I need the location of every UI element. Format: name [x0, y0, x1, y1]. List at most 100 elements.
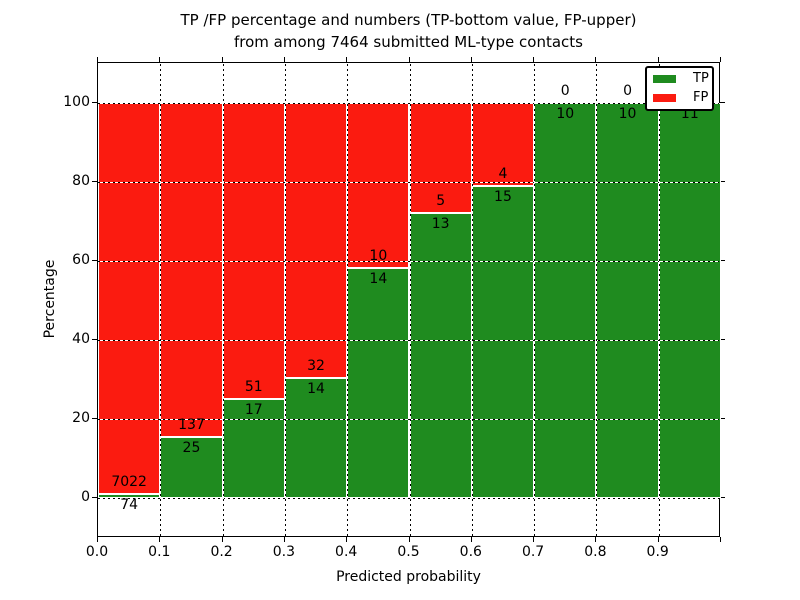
x-tick-label: 0.7 [521, 544, 545, 560]
legend-swatch-tp [653, 75, 676, 84]
fp-count-label: 5 [436, 192, 446, 209]
legend: TP FP [645, 66, 714, 111]
fp-bar-segment [160, 102, 223, 438]
x-tick [657, 537, 659, 542]
fp-count-label: 10 [369, 247, 388, 264]
fp-bar-segment [347, 102, 410, 268]
gridline-horizontal [98, 340, 719, 342]
y-tick [92, 180, 97, 182]
x-tick [533, 537, 535, 542]
gridline-horizontal [98, 102, 719, 104]
x-tick-top [346, 57, 348, 62]
fp-count-label: 4 [498, 165, 508, 182]
fp-count-label: 7022 [111, 474, 147, 491]
gridline-vertical [160, 63, 162, 536]
x-tick-top [657, 57, 659, 62]
gridline-horizontal [98, 260, 719, 262]
chart-title: TP /FP percentage and numbers (TP-bottom… [97, 9, 720, 53]
x-axis-label: Predicted probability [336, 569, 481, 585]
y-axis-label: Percentage [42, 259, 58, 339]
legend-label-tp: TP [693, 71, 709, 87]
chart-title-line1: TP /FP percentage and numbers (TP-bottom… [180, 11, 637, 29]
y-tick-label: 20 [72, 410, 90, 427]
tp-count-label: 14 [307, 380, 325, 397]
x-tick [159, 537, 161, 542]
y-tick-label: 40 [72, 331, 90, 348]
tp-bar-segment [98, 494, 161, 499]
legend-label-fp: FP [693, 89, 709, 105]
legend-swatch-fp [653, 93, 676, 102]
x-tick-label: 0.0 [85, 544, 109, 560]
x-tick [470, 537, 472, 542]
gridline-vertical [409, 63, 411, 536]
y-tick-right [720, 339, 725, 341]
y-tick-right [720, 180, 725, 182]
y-tick-label: 80 [72, 172, 90, 189]
y-tick-right [720, 259, 725, 261]
y-tick-right [720, 101, 725, 103]
x-tick-label: 0.2 [210, 544, 233, 560]
x-tick-top [408, 57, 410, 62]
tp-count-label: 25 [182, 440, 201, 457]
gridline-horizontal [98, 181, 719, 183]
gridline-vertical [347, 63, 349, 536]
x-tick-top [470, 57, 472, 62]
x-tick-top [221, 57, 223, 62]
y-tick [92, 339, 97, 341]
gridline-horizontal [98, 498, 719, 500]
x-tick [408, 537, 410, 542]
fp-bar-segment [409, 102, 472, 213]
y-tick-right [720, 418, 725, 420]
gridline-vertical [471, 63, 473, 536]
legend-row-tp: TP [653, 70, 709, 89]
x-tick [720, 537, 721, 542]
x-tick-label: 0.6 [459, 544, 482, 560]
x-tick-label: 0.8 [584, 544, 607, 560]
y-tick-right [720, 497, 725, 499]
x-tick-label: 0.5 [397, 544, 420, 560]
y-tick-label: 100 [63, 93, 90, 110]
x-tick-label: 0.3 [272, 544, 296, 560]
tp-bar-segment [596, 102, 659, 499]
x-tick-label: 0.4 [335, 544, 358, 560]
fp-count-label: 0 [560, 82, 570, 99]
y-tick-label: 60 [72, 251, 90, 268]
x-tick-top [97, 57, 98, 62]
tp-count-label: 15 [494, 188, 512, 205]
x-tick-top [533, 57, 535, 62]
legend-row-fp: FP [653, 89, 709, 108]
x-tick-top [720, 57, 721, 62]
x-tick-label: 0.1 [148, 544, 171, 560]
x-tick [97, 537, 98, 542]
tp-bar-segment [658, 102, 721, 499]
gridline-horizontal [98, 419, 719, 421]
tp-bar-segment [284, 377, 348, 499]
x-tick [595, 537, 597, 542]
fp-count-label: 0 [623, 82, 632, 99]
gridline-vertical [222, 63, 224, 536]
x-tick-top [595, 57, 597, 62]
tp-count-label: 10 [556, 105, 575, 122]
tp-count-label: 13 [431, 215, 450, 232]
y-tick [92, 418, 97, 420]
tp-count-label: 14 [369, 270, 388, 287]
x-tick [283, 537, 285, 542]
x-tick-top [159, 57, 161, 62]
tp-count-label: 10 [618, 105, 637, 122]
x-tick [221, 537, 223, 542]
tp-count-label: 17 [244, 402, 263, 419]
fp-count-label: 137 [178, 417, 205, 434]
x-tick-label: 0.9 [646, 544, 669, 560]
fp-bar-segment [284, 102, 348, 378]
fp-count-label: 51 [244, 379, 263, 396]
gridline-vertical [596, 63, 598, 536]
y-tick-label: 0 [81, 489, 90, 506]
tp-bar-segment [471, 185, 535, 499]
tp-bar-segment [347, 267, 410, 499]
tp-count-label: 74 [120, 497, 139, 514]
tp-bar-segment [409, 212, 472, 499]
fp-bar-segment [222, 102, 285, 400]
y-tick [92, 259, 97, 261]
fp-bar-segment [98, 102, 161, 495]
